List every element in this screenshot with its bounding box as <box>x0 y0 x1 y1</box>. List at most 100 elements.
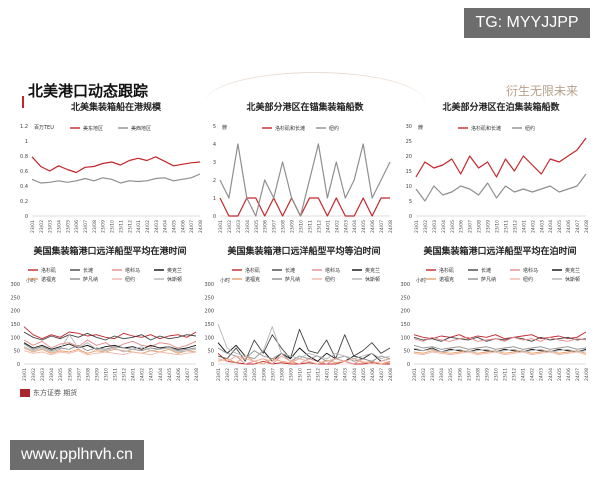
x-tick-label: 23/11 <box>307 220 313 233</box>
legend-label: 长滩 <box>285 267 295 274</box>
y-tick-label: 15 <box>406 169 412 175</box>
x-tick-label: 24/03 <box>343 368 349 381</box>
chart-title: 北美集装箱船在港规模 <box>71 101 162 113</box>
x-tick-label: 23/05 <box>450 220 456 233</box>
chart-title: 美国集装箱港口远洋船型平均等泊时间 <box>227 245 380 257</box>
series-line <box>217 355 391 365</box>
x-tick-label: 24/03 <box>539 368 545 381</box>
x-tick-label: 23/05 <box>254 220 260 233</box>
y-tick-label: 50 <box>208 349 214 355</box>
x-tick-label: 23/06 <box>74 220 80 233</box>
legend-label: 洛杉矶 <box>41 267 56 274</box>
x-tick-label: 23/02 <box>423 220 429 233</box>
y-tick-label: 4 <box>213 142 216 148</box>
x-tick-label: 23/03 <box>234 368 240 381</box>
x-tick-label: 24/04 <box>352 220 358 233</box>
x-tick-label: 23/06 <box>459 220 465 233</box>
legend-label: 洛杉矶 <box>245 267 260 274</box>
y-tick-label: 300 <box>400 282 410 288</box>
legend-label: 奥克兰 <box>565 267 580 274</box>
y-tick-label: 100 <box>204 335 214 341</box>
x-tick-label: 23/01 <box>22 368 28 381</box>
series-line <box>217 347 391 362</box>
x-tick-label: 23/01 <box>218 220 224 233</box>
legend-label: 诺福克 <box>245 276 260 283</box>
legend-label: 纽约 <box>329 125 339 132</box>
y-tick-label: 0 <box>213 214 216 220</box>
chart-unit: 小时 <box>26 277 36 284</box>
chart-title: 北美部分港区在泊集装箱船数 <box>442 101 560 113</box>
x-tick-label: 23/10 <box>103 368 109 381</box>
y-tick-label: 250 <box>400 295 410 301</box>
x-tick-label: 24/08 <box>584 220 590 233</box>
series-line <box>31 173 201 184</box>
y-tick-label: 250 <box>10 295 20 301</box>
x-tick-label: 23/10 <box>495 220 501 233</box>
x-tick-label: 23/09 <box>94 368 100 381</box>
y-tick-label: 0 <box>25 214 28 220</box>
x-tick-label: 23/07 <box>76 368 82 381</box>
x-tick-label: 23/01 <box>216 368 222 381</box>
x-tick-label: 23/08 <box>477 220 483 233</box>
series-line <box>217 323 391 360</box>
x-tick-label: 24/08 <box>194 368 200 381</box>
brand-footer: 东方证券 期货 <box>20 388 77 398</box>
brand-text: 东方证券 期货 <box>33 389 78 397</box>
x-tick-label: 24/01 <box>325 368 331 381</box>
y-tick-label: 200 <box>204 309 214 315</box>
chart-unit: 艘 <box>222 124 227 131</box>
x-tick-label: 23/01 <box>30 220 36 233</box>
y-tick-label: 5 <box>213 124 216 130</box>
x-tick-label: 24/02 <box>334 368 340 381</box>
x-tick-label: 23/04 <box>243 368 249 381</box>
chart-unit: 小时 <box>416 277 426 284</box>
x-tick-label: 23/09 <box>486 220 492 233</box>
legend-label: 休斯顿 <box>167 276 182 283</box>
legend-label: 美东地区 <box>83 125 103 132</box>
series-line <box>23 347 197 354</box>
y-tick-label: 2 <box>213 178 216 184</box>
slide-title: 北美港口动态跟踪 <box>28 82 149 100</box>
y-tick-label: 0.8 <box>20 154 28 160</box>
x-tick-label: 23/03 <box>40 368 46 381</box>
x-tick-label: 24/08 <box>388 368 394 381</box>
x-tick-label: 24/07 <box>575 368 581 381</box>
legend-label: 塔科马 <box>523 267 538 274</box>
x-tick-label: 23/08 <box>92 220 98 233</box>
y-tick-label: 0 <box>211 362 214 368</box>
x-tick-label: 23/05 <box>65 220 71 233</box>
y-tick-label: 0 <box>407 362 410 368</box>
x-tick-label: 23/08 <box>85 368 91 381</box>
legend-label: 塔科马 <box>125 267 140 274</box>
x-tick-label: 24/04 <box>163 220 169 233</box>
x-tick-label: 24/01 <box>521 220 527 233</box>
y-tick-label: 300 <box>204 282 214 288</box>
x-tick-label: 23/04 <box>49 368 55 381</box>
x-tick-label: 23/06 <box>457 368 463 381</box>
y-tick-label: 50 <box>404 349 410 355</box>
y-tick-label: 150 <box>400 322 410 328</box>
x-tick-label: 23/12 <box>512 368 518 381</box>
x-tick-label: 24/01 <box>131 368 137 381</box>
x-tick-label: 24/04 <box>158 368 164 381</box>
x-tick-label: 23/09 <box>290 220 296 233</box>
x-tick-label: 24/01 <box>521 368 527 381</box>
x-tick-label: 23/02 <box>421 368 427 381</box>
y-tick-label: 0.4 <box>20 184 28 190</box>
series-line <box>23 334 197 353</box>
x-tick-label: 24/07 <box>189 220 195 233</box>
series-line <box>23 343 197 352</box>
x-tick-label: 24/05 <box>167 368 173 381</box>
x-tick-label: 23/09 <box>288 368 294 381</box>
x-tick-label: 24/04 <box>548 368 554 381</box>
x-tick-label: 24/06 <box>566 368 572 381</box>
y-tick-label: 1.2 <box>20 124 28 130</box>
x-tick-label: 23/12 <box>316 220 322 233</box>
x-tick-label: 23/04 <box>439 368 445 381</box>
x-tick-label: 24/04 <box>548 220 554 233</box>
y-tick-label: 300 <box>10 282 20 288</box>
x-tick-label: 23/11 <box>307 368 313 381</box>
x-tick-label: 23/06 <box>263 220 269 233</box>
